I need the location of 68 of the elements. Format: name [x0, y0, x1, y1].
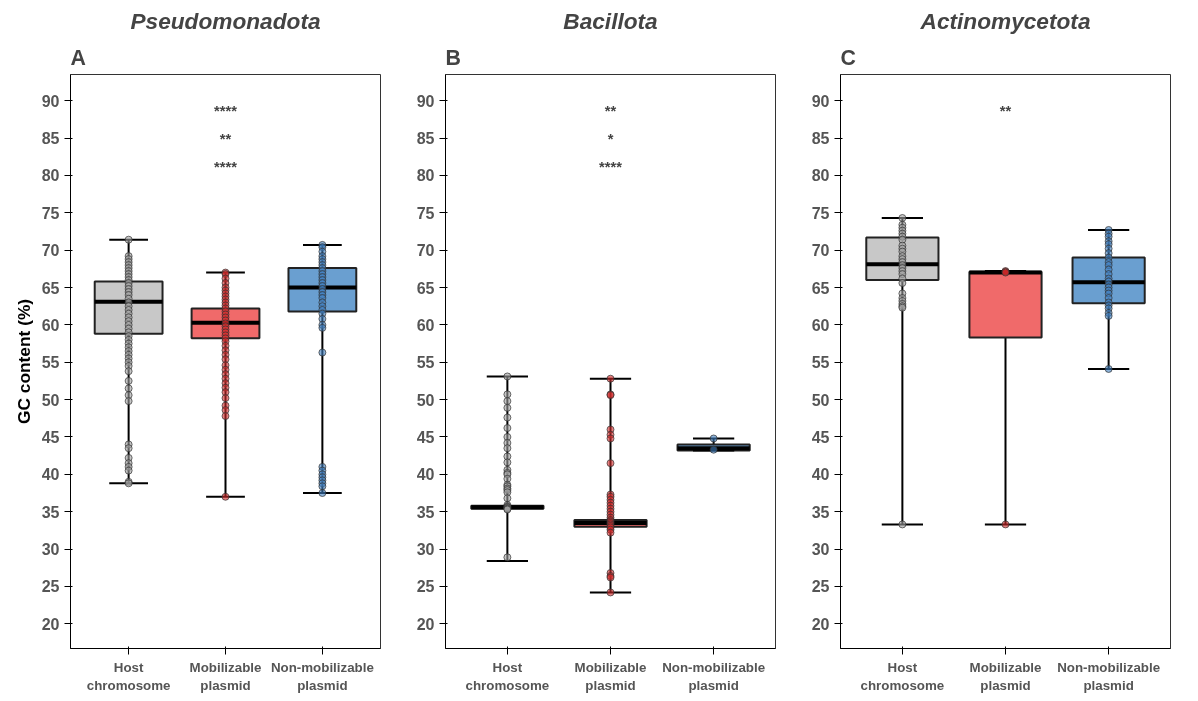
- y-tick-label: 60: [416, 316, 435, 334]
- y-tick-label: 80: [811, 167, 830, 185]
- x-tick-label: Non-mobilizable plasmid: [270, 659, 374, 693]
- y-tick-label: 25: [416, 578, 435, 596]
- chart-title: Actinomycetota: [919, 7, 1091, 34]
- x-tick-label: Non-mobilizable plasmid: [1057, 659, 1161, 693]
- annotation: ****: [599, 158, 623, 175]
- y-tick-label: 90: [416, 92, 435, 110]
- y-tick-label: 50: [811, 391, 830, 409]
- y-tick-label: 40: [811, 466, 830, 484]
- text: A: [70, 45, 86, 70]
- y-tick-label: 90: [41, 92, 60, 110]
- y-tick-label: 45: [41, 428, 60, 446]
- x-tick-label: Mobilizable plasmid: [189, 659, 262, 693]
- y-tick-label: 30: [811, 541, 830, 559]
- y-tick-label: 80: [416, 167, 435, 185]
- annotation: **: [219, 130, 232, 147]
- y-tick-label: 55: [811, 354, 830, 372]
- y-tick-label: 35: [416, 503, 435, 521]
- y-axis-title: GC content (%): [13, 298, 34, 425]
- text: B: [445, 45, 461, 70]
- y-tick-label: 55: [41, 354, 60, 372]
- x-tick-label: Host chromosome: [860, 659, 945, 693]
- y-tick-label: 50: [41, 391, 60, 409]
- y-tick-label: 85: [41, 130, 60, 148]
- y-tick-label: 60: [811, 316, 830, 334]
- x-tick-label: Mobilizable plasmid: [969, 659, 1042, 693]
- y-tick-label: 30: [41, 541, 60, 559]
- y-tick-label: 75: [811, 204, 830, 222]
- y-tick-label: 35: [811, 503, 830, 521]
- annotation: ****: [214, 102, 238, 119]
- x-tick-label: Host chromosome: [465, 659, 550, 693]
- y-tick-label: 20: [416, 615, 435, 633]
- y-tick-label: 45: [811, 428, 830, 446]
- y-tick-label: 40: [41, 466, 60, 484]
- annotation: *: [607, 130, 614, 147]
- y-tick-label: 25: [41, 578, 60, 596]
- chart-title: Pseudomonadota: [130, 7, 321, 34]
- y-tick-label: 85: [811, 130, 830, 148]
- y-tick-label: 45: [416, 428, 435, 446]
- y-tick-label: 90: [811, 92, 830, 110]
- y-tick-label: 80: [41, 167, 60, 185]
- x-tick-label: Non-mobilizable plasmid: [662, 659, 766, 693]
- y-tick-label: 20: [41, 615, 60, 633]
- y-tick-label: 70: [416, 242, 435, 260]
- y-tick-label: 75: [416, 204, 435, 222]
- x-tick-label: Host chromosome: [86, 659, 171, 693]
- y-tick-label: 65: [416, 279, 435, 297]
- y-tick-label: 50: [416, 391, 435, 409]
- y-tick-label: 40: [416, 466, 435, 484]
- chart-title: Bacillota: [563, 7, 658, 34]
- y-tick-label: 75: [41, 204, 60, 222]
- text: C: [840, 45, 856, 70]
- y-tick-label: 65: [811, 279, 830, 297]
- annotation: **: [604, 102, 617, 119]
- x-tick-label: Mobilizable plasmid: [574, 659, 647, 693]
- y-tick-label: 20: [811, 615, 830, 633]
- y-tick-label: 60: [41, 316, 60, 334]
- y-tick-label: 35: [41, 503, 60, 521]
- y-tick-label: 70: [41, 242, 60, 260]
- annotation: ****: [214, 158, 238, 175]
- y-tick-label: 85: [416, 130, 435, 148]
- annotation: **: [999, 102, 1012, 119]
- y-tick-label: 65: [41, 279, 60, 297]
- y-tick-label: 55: [416, 354, 435, 372]
- y-tick-label: 30: [416, 541, 435, 559]
- y-tick-label: 25: [811, 578, 830, 596]
- y-tick-label: 70: [811, 242, 830, 260]
